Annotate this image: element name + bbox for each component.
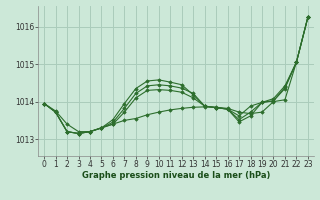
X-axis label: Graphe pression niveau de la mer (hPa): Graphe pression niveau de la mer (hPa) <box>82 171 270 180</box>
